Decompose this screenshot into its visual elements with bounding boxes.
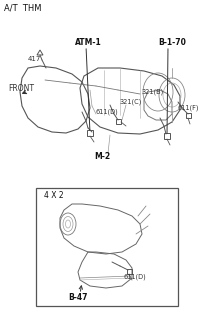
Bar bbox=[87, 130, 93, 136]
Text: 611(F): 611(F) bbox=[178, 105, 200, 111]
Text: FRONT: FRONT bbox=[8, 84, 34, 92]
Text: 611(D): 611(D) bbox=[124, 274, 147, 280]
Bar bbox=[186, 113, 191, 118]
Text: B-1-70: B-1-70 bbox=[158, 37, 186, 46]
Bar bbox=[36, 188, 178, 306]
Text: B-47: B-47 bbox=[68, 293, 88, 302]
Text: 321(B): 321(B) bbox=[142, 89, 164, 95]
Text: 417: 417 bbox=[28, 56, 41, 62]
Text: 611(D): 611(D) bbox=[96, 109, 119, 115]
Bar bbox=[116, 119, 121, 124]
Bar bbox=[127, 269, 132, 274]
Text: ATM-1: ATM-1 bbox=[75, 37, 102, 46]
Text: A/T  THM: A/T THM bbox=[4, 4, 42, 12]
Text: 4 X 2: 4 X 2 bbox=[44, 191, 64, 201]
Text: M-2: M-2 bbox=[94, 151, 110, 161]
Bar bbox=[164, 133, 170, 139]
Text: 321(C): 321(C) bbox=[120, 99, 142, 105]
